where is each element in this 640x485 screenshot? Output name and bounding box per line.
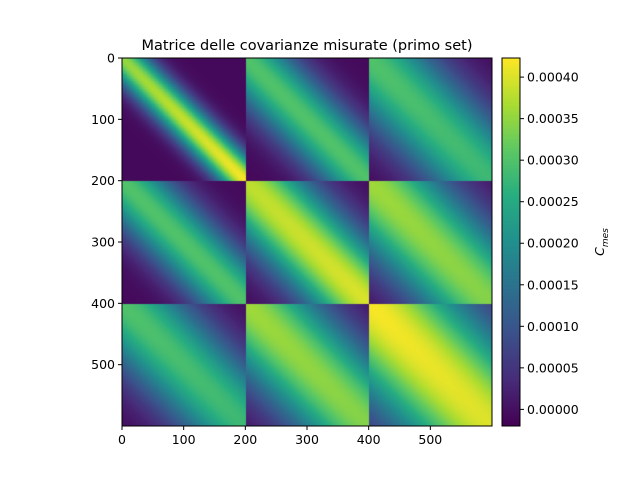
x-tick-label: 100 — [172, 432, 196, 447]
x-tick-label: 300 — [295, 432, 319, 447]
colorbar-frame — [501, 57, 521, 427]
colorbar-tick-label: 0.00000 — [527, 402, 579, 417]
colorbar: 0.00000 0.00005 0.00010 0.00015 0.00020 0.000… — [501, 57, 611, 427]
colorbar-canvas — [502, 58, 520, 426]
x-tick-label: 400 — [357, 432, 381, 447]
y-tick-label: 300 — [91, 235, 115, 250]
y-tick-label: 500 — [91, 357, 115, 372]
x-tick-label: 200 — [233, 432, 257, 447]
colorbar-tick-label: 0.00025 — [527, 194, 579, 209]
heatmap-foreign — [122, 58, 492, 426]
x-tick-label: 500 — [418, 432, 442, 447]
colorbar-tick-label: 0.00015 — [527, 277, 579, 292]
colorbar-tick-label: 0.00020 — [527, 236, 579, 251]
heatmap-area — [121, 57, 493, 427]
y-tick-label: 100 — [91, 112, 115, 127]
colorbar-foreign — [502, 58, 520, 426]
colorbar-tick-label: 0.00030 — [527, 153, 579, 168]
colorbar-ticks: 0.00000 0.00005 0.00010 0.00015 0.00020 0.000… — [520, 70, 579, 417]
colorbar-tick-label: 0.00005 — [527, 360, 579, 375]
colorbar-label: Cmes — [592, 228, 611, 256]
colorbar-tick-label: 0.00035 — [527, 111, 579, 126]
x-axis: 0 100 200 300 400 500 — [118, 426, 442, 447]
chart-title: Matrice delle covarianze misurate (primo… — [141, 38, 472, 54]
colorbar-tick-label: 0.00040 — [527, 70, 579, 85]
y-tick-label: 200 — [91, 173, 115, 188]
heatmap-canvas — [122, 58, 492, 426]
y-tick-label: 400 — [91, 296, 115, 311]
colorbar-tick-label: 0.00010 — [527, 319, 579, 334]
x-tick-label: 0 — [118, 432, 126, 447]
y-tick-label: 0 — [107, 51, 115, 66]
y-axis: 0 100 200 300 400 500 — [91, 51, 122, 372]
